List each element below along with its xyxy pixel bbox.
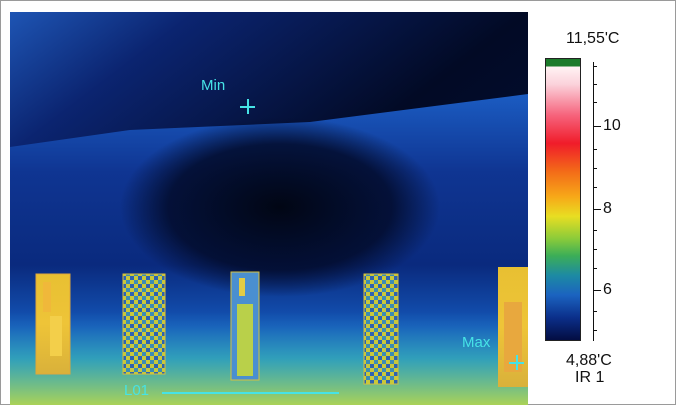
scale-tick-label-6: 6 <box>603 281 612 298</box>
scale-tick <box>593 249 597 250</box>
scale-tick <box>593 230 597 231</box>
thermal-image-canvas <box>10 12 528 405</box>
scale-max-temp: 11,55'C <box>566 30 620 47</box>
scale-tick <box>593 66 597 67</box>
max-marker-label: Max <box>462 334 491 351</box>
scale-tick-label-10: 10 <box>603 117 621 134</box>
temperature-color-bar <box>545 58 581 341</box>
scale-tick <box>593 102 597 103</box>
max-crosshair-icon <box>509 355 524 370</box>
scale-tick <box>593 168 597 169</box>
scale-tick-6 <box>593 290 601 291</box>
scale-tick <box>593 84 597 85</box>
scale-tick-label-8: 8 <box>603 200 612 217</box>
thermal-image: Min Max L01 <box>10 12 528 405</box>
scale-tick <box>593 330 597 331</box>
scale-axis <box>593 62 594 341</box>
profile-line-label: L01 <box>124 382 150 399</box>
scale-image-id: IR 1 <box>575 369 605 386</box>
scale-tick-10 <box>593 126 601 127</box>
scale-min-temp: 4,88'C <box>566 352 612 369</box>
scale-tick <box>593 187 597 188</box>
profile-line <box>162 392 339 394</box>
scale-tick-8 <box>593 209 601 210</box>
scale-tick <box>593 268 597 269</box>
scale-tick <box>593 149 597 150</box>
min-marker-label: Min <box>201 77 226 94</box>
min-crosshair-icon <box>240 99 255 114</box>
scale-tick <box>593 311 597 312</box>
